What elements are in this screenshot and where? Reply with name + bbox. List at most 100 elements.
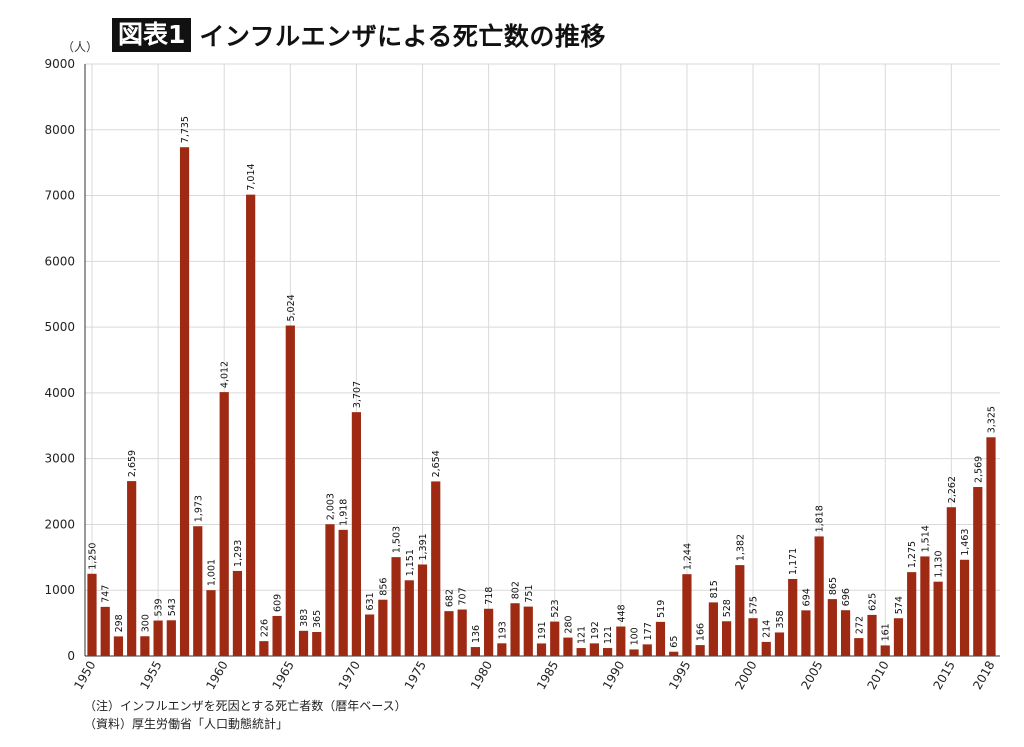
bar-value-label: 696 bbox=[841, 588, 852, 606]
bar-value-label: 575 bbox=[749, 596, 760, 614]
x-tick-label: 1975 bbox=[402, 659, 429, 692]
bar-value-label: 574 bbox=[894, 596, 905, 614]
bar bbox=[391, 557, 401, 656]
bar-value-label: 1,293 bbox=[233, 540, 244, 567]
bar-value-label: 707 bbox=[458, 587, 469, 605]
x-tick-label: 1950 bbox=[71, 659, 98, 692]
bar bbox=[761, 641, 771, 656]
y-tick-label: 4000 bbox=[44, 386, 75, 400]
bar bbox=[457, 609, 467, 656]
bar-value-label: 1,151 bbox=[405, 549, 416, 576]
bar-value-label: 300 bbox=[140, 614, 151, 632]
bar-value-label: 177 bbox=[643, 622, 654, 640]
bar bbox=[616, 626, 626, 656]
bar bbox=[946, 507, 956, 656]
bar-value-label: 1,244 bbox=[682, 543, 693, 570]
bar-value-label: 539 bbox=[154, 598, 165, 616]
x-tick-label: 2018 bbox=[970, 659, 997, 692]
bar bbox=[206, 590, 216, 656]
bar bbox=[365, 614, 375, 656]
bar-value-label: 1,973 bbox=[193, 495, 204, 522]
bar-value-label: 192 bbox=[590, 621, 601, 639]
bar-value-label: 2,003 bbox=[325, 493, 336, 520]
bar bbox=[629, 649, 639, 656]
bar-value-label: 682 bbox=[444, 589, 455, 607]
bar bbox=[470, 647, 480, 656]
bar-value-label: 3,707 bbox=[352, 381, 363, 408]
bar-value-label: 358 bbox=[775, 610, 786, 628]
bar-value-label: 1,514 bbox=[920, 525, 931, 552]
bar bbox=[933, 581, 943, 656]
bar bbox=[708, 602, 718, 656]
y-tick-label: 8000 bbox=[44, 123, 75, 137]
bar-value-label: 136 bbox=[471, 625, 482, 643]
bar-value-label: 7,735 bbox=[180, 116, 191, 143]
bar-value-label: 121 bbox=[577, 626, 588, 644]
bar-value-label: 280 bbox=[563, 615, 574, 633]
bar bbox=[801, 610, 811, 656]
bar bbox=[986, 437, 996, 656]
bar bbox=[444, 611, 454, 656]
bar bbox=[431, 481, 441, 656]
y-tick-label: 7000 bbox=[44, 189, 75, 203]
bar-value-label: 3,325 bbox=[987, 406, 998, 433]
bar bbox=[351, 412, 362, 656]
x-tick-label: 1960 bbox=[203, 659, 230, 692]
bar bbox=[854, 638, 864, 656]
bar bbox=[536, 643, 547, 656]
bar bbox=[563, 637, 573, 656]
bar-value-label: 1,250 bbox=[88, 543, 99, 570]
bar-value-label: 193 bbox=[497, 621, 508, 639]
bar bbox=[523, 606, 533, 656]
x-tick-label: 2015 bbox=[931, 659, 958, 692]
bar bbox=[259, 641, 269, 656]
bar bbox=[378, 599, 388, 656]
bar bbox=[893, 618, 904, 656]
bar-value-label: 1,503 bbox=[392, 526, 403, 553]
bar bbox=[655, 621, 666, 656]
bar bbox=[153, 620, 163, 656]
bar-value-label: 298 bbox=[114, 614, 125, 632]
y-tick-label: 3000 bbox=[44, 452, 75, 466]
bar bbox=[959, 559, 970, 656]
bar-value-label: 2,569 bbox=[973, 456, 984, 483]
bar bbox=[550, 621, 560, 656]
bar-value-label: 1,818 bbox=[815, 505, 826, 532]
bar bbox=[603, 648, 613, 656]
bar-chart: 0 1000 2000 3000 4000 5000 6000 7000 8000 9000 1,2… bbox=[44, 57, 1000, 692]
bar bbox=[920, 556, 930, 656]
bar bbox=[312, 631, 322, 656]
bar-value-label: 448 bbox=[616, 604, 627, 622]
x-tick-label: 2000 bbox=[732, 659, 759, 692]
bar-value-label: 528 bbox=[722, 599, 733, 617]
bar-value-label: 383 bbox=[299, 609, 310, 627]
bar bbox=[880, 645, 890, 656]
bar-value-label: 1,918 bbox=[339, 499, 350, 526]
bar-value-label: 1,463 bbox=[960, 529, 971, 556]
x-tick-label: 1985 bbox=[534, 659, 561, 692]
bar bbox=[298, 630, 309, 656]
title-text: インフルエンザによる死亡数の推移 bbox=[199, 22, 606, 51]
bar-value-label: 7,014 bbox=[246, 163, 257, 190]
bar bbox=[127, 481, 137, 656]
bar-value-label: 2,654 bbox=[431, 450, 442, 477]
bar bbox=[497, 643, 507, 656]
bar bbox=[788, 578, 798, 656]
bar bbox=[814, 536, 824, 656]
bar-value-label: 100 bbox=[630, 627, 641, 645]
bar bbox=[87, 573, 97, 656]
footnote-note: （注）インフルエンザを死因とする死亡者数（暦年ベース） bbox=[84, 699, 407, 713]
bar bbox=[748, 618, 758, 656]
bar bbox=[325, 524, 335, 656]
x-tick-label: 1955 bbox=[137, 659, 164, 692]
y-tick-label: 2000 bbox=[44, 517, 75, 531]
bar bbox=[232, 570, 243, 656]
bar-value-label: 1,382 bbox=[735, 534, 746, 561]
y-axis-unit-label: （人） bbox=[62, 40, 99, 54]
x-tick-label: 1965 bbox=[270, 659, 297, 692]
x-tick-label: 2005 bbox=[798, 659, 825, 692]
bar bbox=[246, 194, 256, 656]
bar bbox=[576, 648, 586, 656]
bar bbox=[721, 621, 732, 656]
bar bbox=[695, 645, 705, 656]
